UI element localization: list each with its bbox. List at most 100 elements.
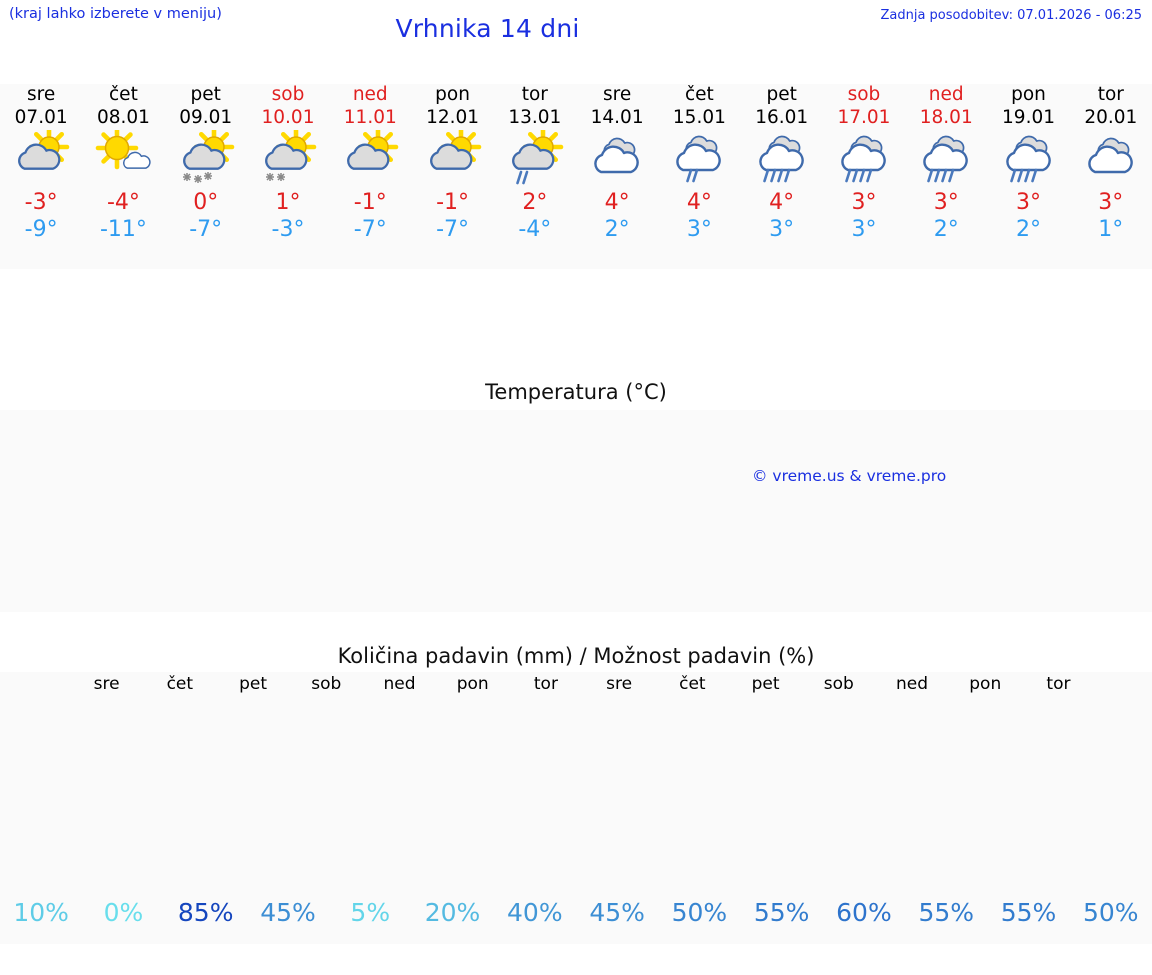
day-min-temp: -11° [99,217,147,242]
precipitation-day-label: ned [383,674,416,694]
precipitation-day-label: čet [166,674,194,694]
day-min-temp: -9° [24,217,58,242]
day-column[interactable]: sre 14.01 4° 2° [576,84,658,269]
menu-hint: (kraj lahko izberete v meniju) [9,6,222,22]
day-min-temp: -7° [189,217,223,242]
day-date: 10.01 [261,107,315,128]
day-date: 14.01 [590,107,644,128]
sun-behind-cloud-icon [421,130,485,186]
day-min-temp: 2° [1016,217,1042,242]
day-min-temp: -7° [436,217,470,242]
day-of-week: ned [352,84,388,105]
day-column[interactable]: ned 18.01 3° 2° [905,84,987,269]
temperature-chart-background [0,410,1152,612]
day-of-week: čet [109,84,138,105]
day-date: 07.01 [14,107,68,128]
day-date: 12.01 [426,107,480,128]
precipitation-probability: 55% [1000,898,1057,927]
precipitation-day-label: čet [679,674,706,694]
precipitation-probability: 45% [260,898,316,927]
day-date: 09.01 [179,107,233,128]
day-min-temp: -7° [353,217,387,242]
precipitation-probability: 85% [177,898,234,927]
day-of-week: sob [847,84,881,105]
day-min-temp: -4° [518,217,552,242]
last-updated: Zadnja posodobitev: 07.01.2026 - 06:25 [880,8,1142,23]
day-of-week: sre [27,84,56,105]
day-min-temp: 1° [1098,217,1124,242]
sun-behind-cloud-snow-light-icon [256,130,320,186]
precipitation-day-label: ned [896,674,929,694]
day-column[interactable]: čet 08.01 -4° -11° [82,84,164,269]
precipitation-day-label: sre [606,674,633,694]
precipitation-day-label: pon [969,674,1002,694]
day-min-temp: 3° [851,217,877,242]
day-of-week: pet [190,84,221,105]
day-max-temp: 4° [604,190,630,215]
precipitation-day-label: pet [751,674,780,694]
temperature-chart: Temperatura (°C) 100−10 [0,380,1152,620]
day-max-temp: 3° [933,190,959,215]
day-column[interactable]: ned 11.01 -1° -7° [329,84,411,269]
precipitation-day-label: sob [311,674,342,694]
precipitation-chart: Količina padavin (mm) / Možnost padavin … [0,644,1152,944]
overcast-cloud-icon [585,130,649,186]
precipitation-probability: 10% [13,898,69,927]
day-of-week: tor [1097,84,1124,105]
precipitation-day-labels: sre čet pet sob ned pon tor sre čet pet sob ned pon t… [70,674,1095,696]
precipitation-chart-title: Količina padavin (mm) / Možnost padavin … [337,644,815,668]
temperature-chart-title: Temperatura (°C) [485,380,667,404]
day-max-temp: 0° [193,190,219,215]
day-min-temp: 3° [769,217,795,242]
day-date: 13.01 [508,107,562,128]
day-column[interactable]: sre 07.01 -3° -9° [0,84,82,269]
sun-behind-cloud-icon [338,130,402,186]
day-date: 15.01 [672,107,726,128]
day-max-temp: 4° [686,190,712,215]
day-of-week: čet [684,84,714,105]
precipitation-day-label: sob [823,674,854,694]
precipitation-day-label: pon [456,674,489,694]
day-column[interactable]: pet 16.01 4° 3° [741,84,823,269]
copyright-watermark: © vreme.us & vreme.pro [752,467,947,485]
day-of-week: sre [602,84,632,105]
day-date: 17.01 [837,107,891,128]
daily-forecast-strip: sre 07.01 -3° -9° čet 08.01 -4° -11° pet 09.01 … [0,84,1152,269]
day-column[interactable]: čet 15.01 4° 3° [658,84,740,269]
day-column[interactable]: sob 17.01 3° 3° [823,84,905,269]
precipitation-chart-background [0,672,1152,944]
page-header: (kraj lahko izberete v meniju) Vrhnika 1… [0,0,1152,72]
sun-behind-cloud-snow-icon [174,130,238,186]
precipitation-probability: 5% [350,898,391,927]
day-max-temp: -3° [24,190,58,215]
precipitation-probability: 50% [671,898,728,927]
day-of-week: tor [521,84,548,105]
overcast-cloud-rain-light-icon [667,130,731,186]
day-column[interactable]: pet 09.01 0° -7° [165,84,247,269]
day-date: 18.01 [919,107,973,128]
precipitation-probability: 0% [103,898,144,927]
sun-behind-cloud-rain-light-icon [503,130,567,186]
day-column[interactable]: sob 10.01 1° -3° [247,84,329,269]
precipitation-probability: 50% [1083,898,1139,927]
day-max-temp: 3° [1016,190,1042,215]
day-min-temp: 3° [686,217,712,242]
day-date: 19.01 [1002,107,1055,128]
day-of-week: pon [1011,84,1046,105]
day-column[interactable]: tor 20.01 3° 1° [1070,84,1152,269]
day-date: 08.01 [96,107,150,128]
precipitation-probability: 45% [589,898,645,927]
day-min-temp: 2° [933,217,959,242]
precipitation-probability: 20% [424,898,481,927]
day-max-temp: 3° [851,190,877,215]
day-date: 16.01 [755,107,809,128]
overcast-cloud-icon [1079,130,1143,186]
precipitation-probability: 55% [918,898,975,927]
day-column[interactable]: tor 13.01 2° -4° [494,84,576,269]
day-max-temp: -4° [106,190,140,215]
day-date: 11.01 [343,107,397,128]
overcast-cloud-rain-icon [750,130,814,186]
day-column[interactable]: pon 12.01 -1° -7° [411,84,493,269]
day-column[interactable]: pon 19.01 3° 2° [987,84,1069,269]
